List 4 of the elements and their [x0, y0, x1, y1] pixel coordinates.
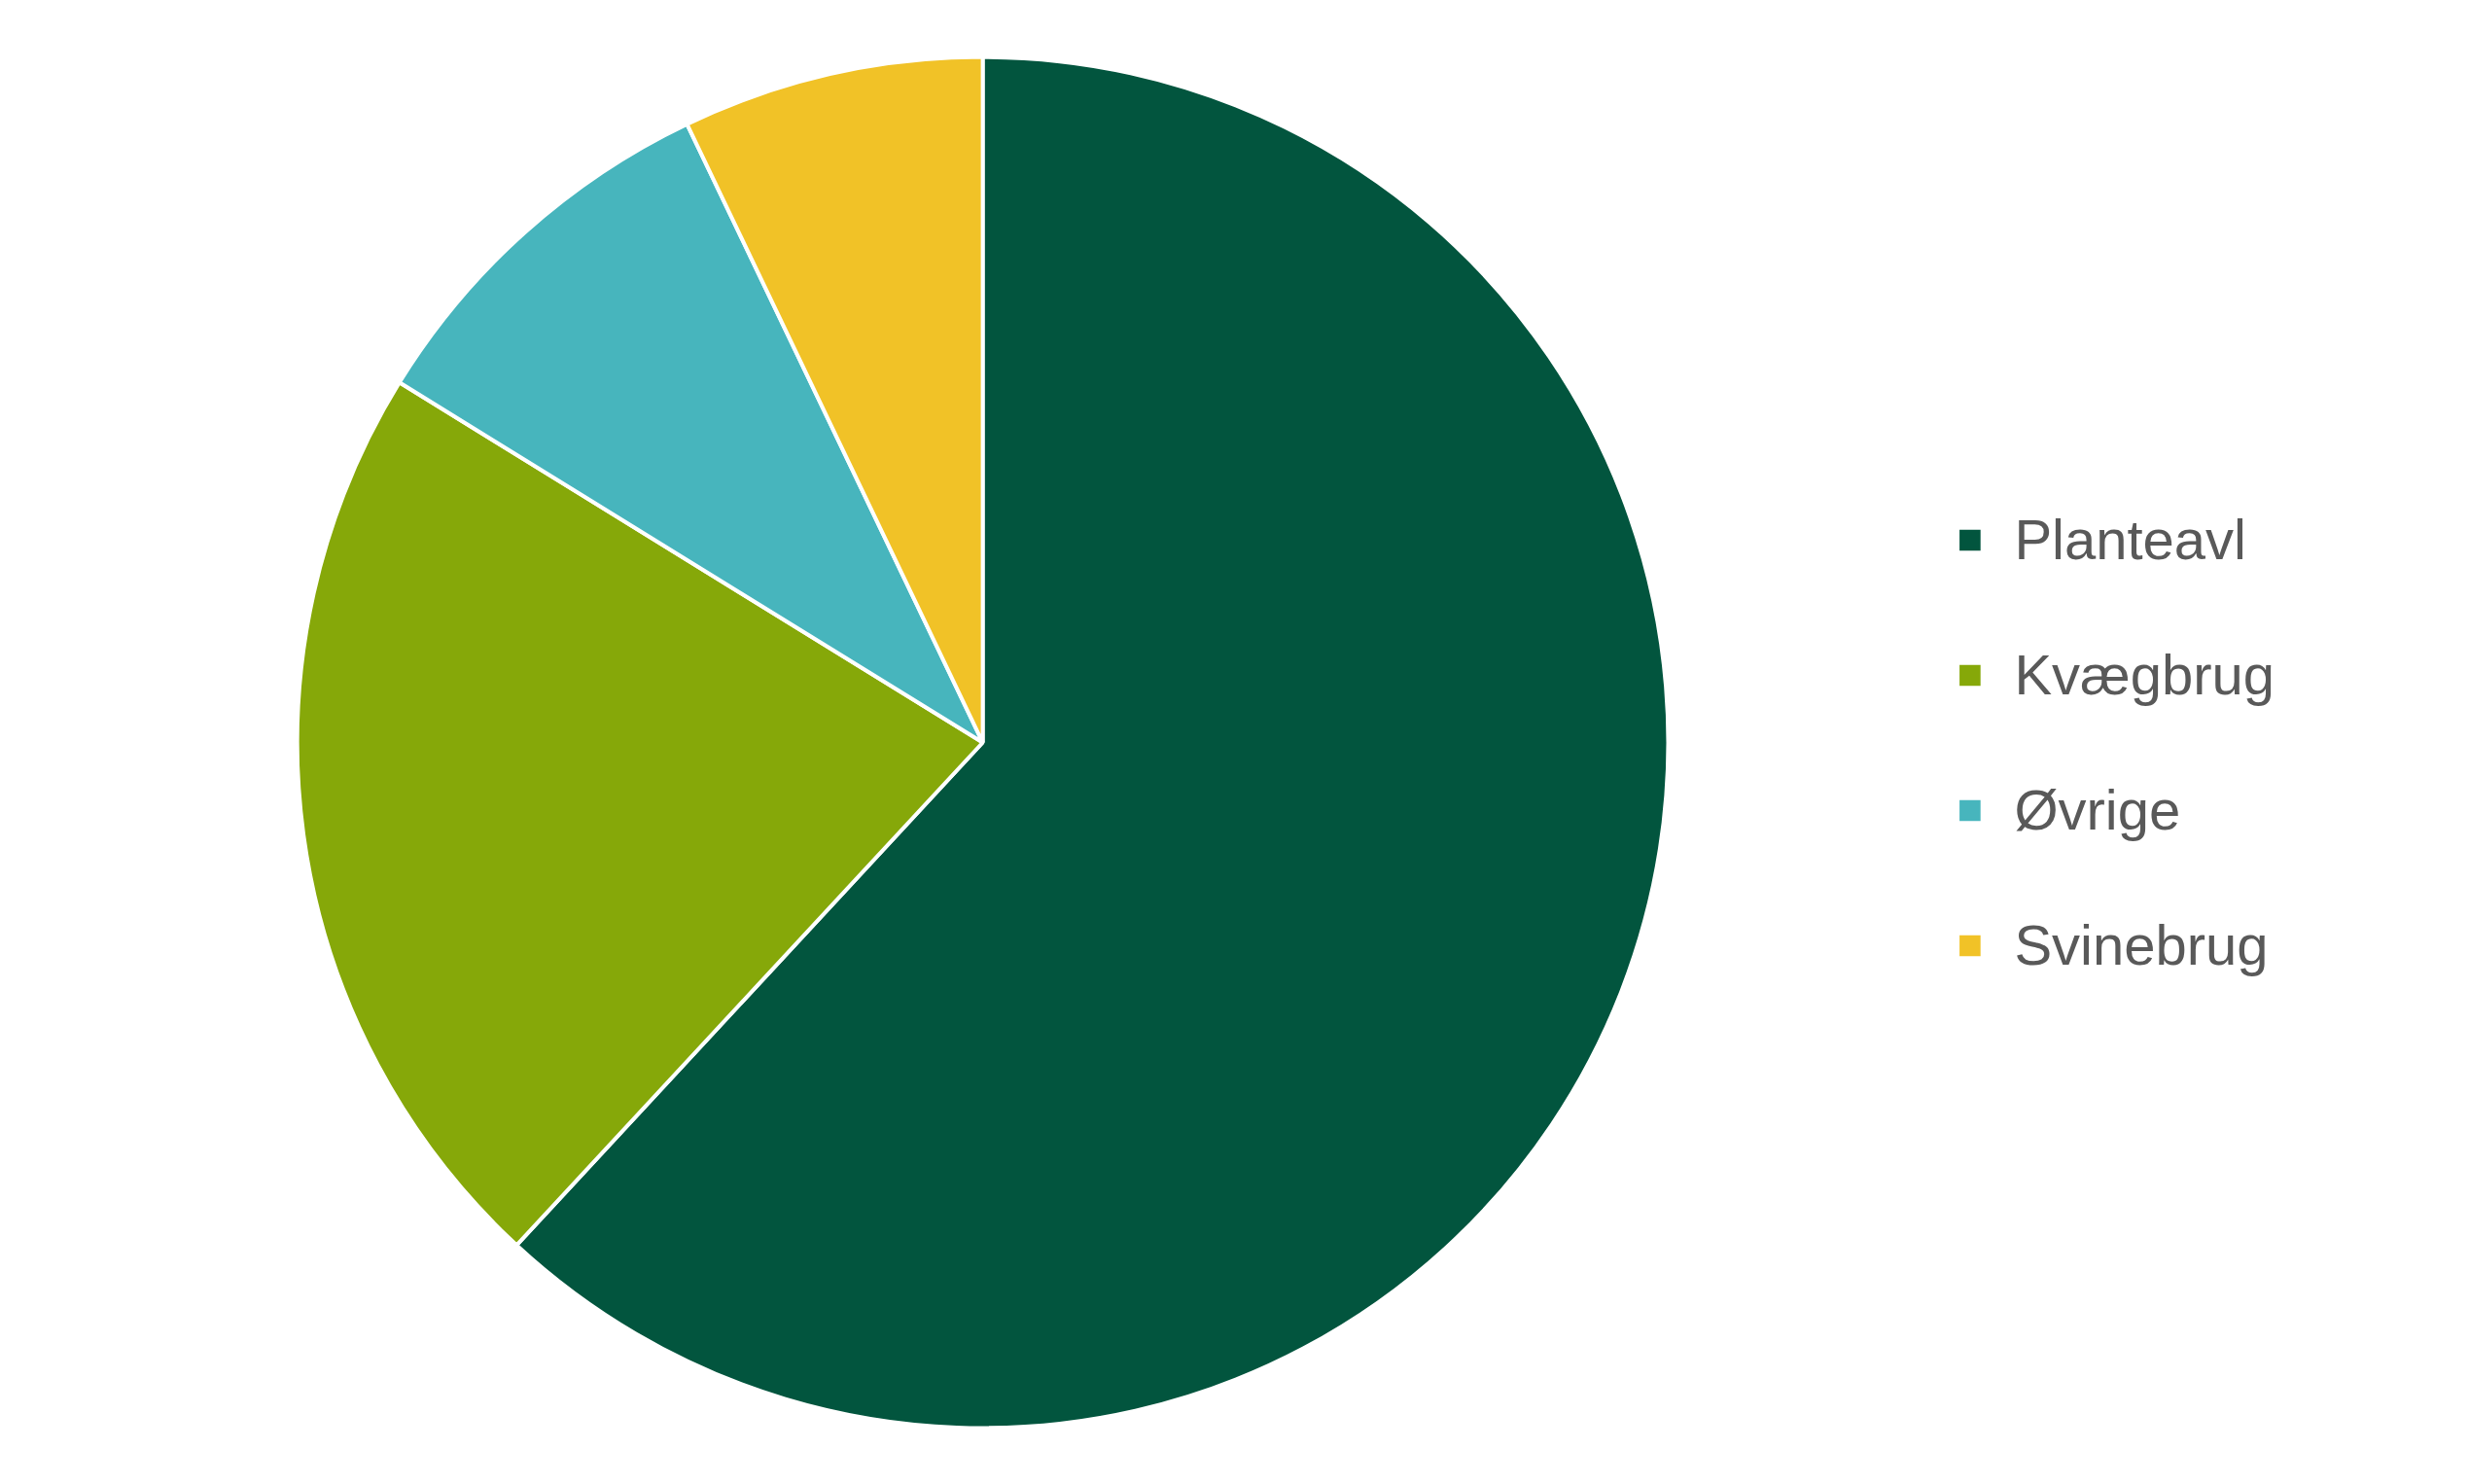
- legend-label: Planteavl: [2014, 507, 2246, 572]
- legend-label: Øvrige: [2014, 777, 2181, 842]
- legend-label: Kvægbrug: [2014, 642, 2275, 707]
- legend-label: Svinebrug: [2014, 912, 2269, 977]
